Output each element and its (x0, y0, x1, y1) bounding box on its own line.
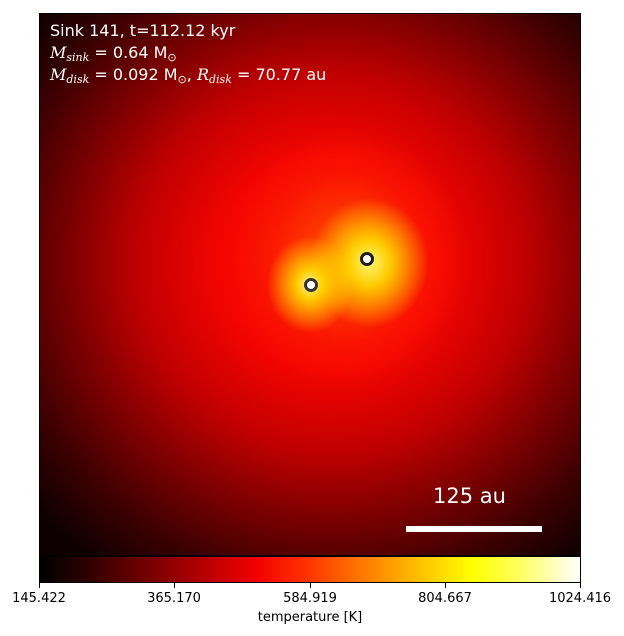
sink-marker-secondary (360, 252, 374, 266)
colorbar-tick (39, 583, 40, 588)
m-sink-value: = 0.64 M (89, 43, 168, 62)
sink-time-label: Sink 141, t=112.12 kyr (50, 21, 236, 40)
colorbar-tick (580, 583, 581, 588)
temperature-map: Sink 141, t=112.12 kyr Msink = 0.64 M⊙ M… (39, 13, 581, 556)
r-disk-sub: disk (208, 73, 232, 86)
m-sink-symbol: M (50, 43, 67, 62)
m-disk-unit-sub: ⊙ (177, 73, 187, 86)
colorbar-tick-label: 1024.416 (548, 591, 612, 606)
m-sink-unit-sub: ⊙ (167, 51, 177, 64)
r-disk-sep: , (186, 65, 197, 84)
scalebar-label: 125 au (433, 484, 506, 508)
colorbar-tick-label: 804.667 (418, 591, 472, 606)
scalebar-line (406, 526, 542, 532)
m-disk-symbol: M (50, 65, 67, 84)
r-disk-value: = 70.77 au (231, 65, 327, 84)
sink-mass-label: Msink = 0.64 M⊙ (50, 43, 177, 64)
disk-properties-label: Mdisk = 0.092 M⊙, Rdisk = 70.77 au (50, 65, 327, 86)
sink-marker-primary (304, 278, 318, 292)
colorbar-tick-label: 365.170 (147, 591, 201, 606)
r-disk-symbol: R (196, 65, 209, 84)
colorbar-label: temperature [K] (257, 610, 363, 625)
colorbar-tick (310, 583, 311, 588)
m-disk-sub: disk (66, 73, 90, 86)
colorbar-tick-label: 584.919 (283, 591, 337, 606)
colorbar-tick (445, 583, 446, 588)
m-disk-value: = 0.092 M (89, 65, 178, 84)
colorbar-tick-label: 145.422 (12, 591, 66, 606)
colorbar-tick (174, 583, 175, 588)
m-sink-sub: sink (66, 51, 90, 64)
colorbar (39, 556, 581, 583)
